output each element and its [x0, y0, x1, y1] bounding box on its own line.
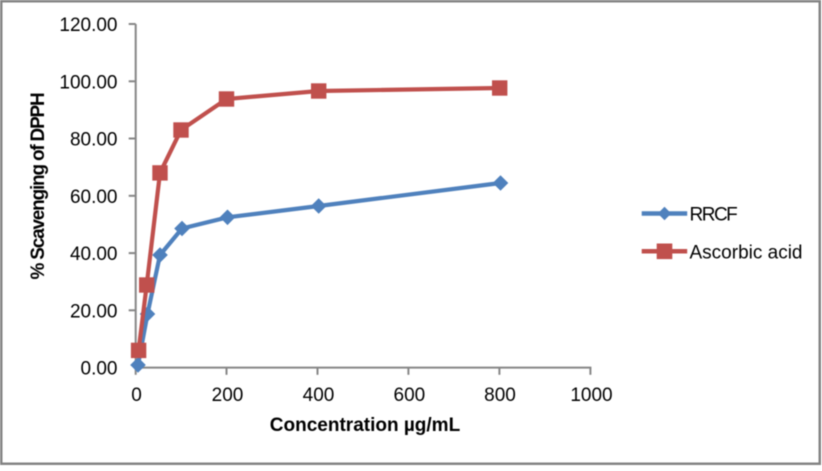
- svg-text:120.00: 120.00: [59, 15, 117, 36]
- svg-text:RRCF: RRCF: [690, 205, 738, 226]
- svg-text:100.00: 100.00: [59, 72, 117, 93]
- svg-text:Ascorbic acid: Ascorbic acid: [690, 242, 803, 263]
- svg-text:80.00: 80.00: [70, 130, 118, 151]
- svg-text:400: 400: [303, 385, 335, 406]
- svg-text:40.00: 40.00: [70, 244, 118, 265]
- svg-text:1000: 1000: [570, 385, 612, 406]
- svg-text:800: 800: [484, 385, 516, 406]
- svg-text:0.00: 0.00: [81, 359, 118, 380]
- svg-text:20.00: 20.00: [70, 301, 118, 322]
- svg-text:Concentration µg/mL: Concentration µg/mL: [270, 415, 461, 436]
- svg-text:% Scavenging of DPPH: % Scavenging of DPPH: [28, 93, 49, 280]
- svg-text:600: 600: [394, 385, 426, 406]
- svg-text:0: 0: [131, 385, 142, 406]
- svg-text:200: 200: [212, 385, 244, 406]
- svg-text:60.00: 60.00: [70, 187, 118, 208]
